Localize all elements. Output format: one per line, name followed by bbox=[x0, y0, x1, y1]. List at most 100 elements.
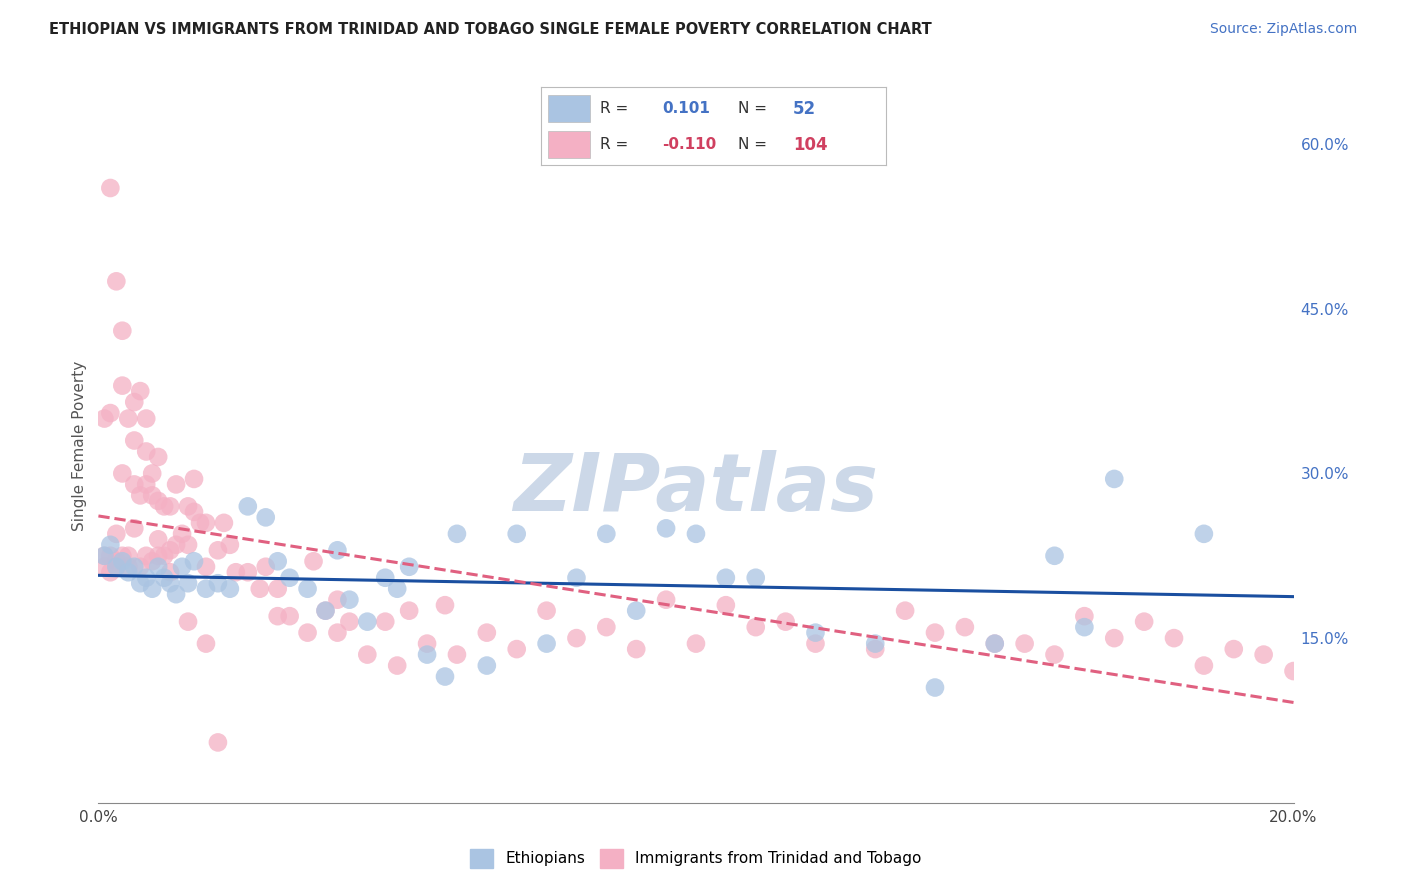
Point bbox=[434, 598, 457, 612]
Point bbox=[924, 625, 946, 640]
Point bbox=[1253, 648, 1275, 662]
Point bbox=[93, 411, 115, 425]
Point bbox=[183, 554, 205, 568]
Point bbox=[117, 411, 139, 425]
Point bbox=[278, 609, 301, 624]
Point bbox=[655, 521, 678, 535]
Point bbox=[98, 549, 122, 563]
Point bbox=[135, 411, 157, 425]
Point bbox=[326, 625, 349, 640]
Point bbox=[953, 620, 976, 634]
Point bbox=[153, 500, 176, 514]
Point bbox=[177, 615, 200, 629]
Text: -0.110: -0.110 bbox=[662, 137, 716, 153]
Point bbox=[804, 625, 827, 640]
Point bbox=[183, 472, 205, 486]
Point bbox=[595, 620, 617, 634]
Point bbox=[315, 604, 337, 618]
Point bbox=[1014, 637, 1036, 651]
Point bbox=[236, 566, 259, 580]
Point bbox=[236, 500, 259, 514]
Point bbox=[177, 576, 200, 591]
Point bbox=[475, 658, 498, 673]
Point bbox=[117, 559, 139, 574]
Legend: Ethiopians, Immigrants from Trinidad and Tobago: Ethiopians, Immigrants from Trinidad and… bbox=[464, 843, 928, 873]
Point bbox=[148, 450, 170, 464]
Point bbox=[655, 592, 678, 607]
Point bbox=[416, 637, 439, 651]
Point bbox=[172, 559, 194, 574]
Text: N =: N = bbox=[738, 101, 772, 116]
Point bbox=[374, 571, 396, 585]
Point bbox=[356, 615, 378, 629]
Point bbox=[416, 648, 439, 662]
Point bbox=[105, 526, 128, 541]
Point bbox=[565, 631, 588, 645]
Point bbox=[1073, 609, 1095, 624]
Point bbox=[984, 637, 1007, 651]
Point bbox=[111, 554, 134, 568]
Y-axis label: Single Female Poverty: Single Female Poverty bbox=[72, 361, 87, 531]
Point bbox=[93, 559, 115, 574]
Point bbox=[141, 582, 163, 596]
Point bbox=[225, 566, 247, 580]
Point bbox=[398, 604, 420, 618]
Point bbox=[398, 559, 420, 574]
Point bbox=[165, 538, 187, 552]
Point bbox=[865, 637, 887, 651]
Point bbox=[565, 571, 588, 585]
Point bbox=[685, 637, 707, 651]
Text: 0.101: 0.101 bbox=[662, 101, 710, 116]
Point bbox=[124, 434, 146, 448]
Point bbox=[135, 549, 157, 563]
Point bbox=[339, 615, 361, 629]
Point bbox=[506, 642, 529, 657]
Point bbox=[326, 592, 349, 607]
Point bbox=[105, 554, 128, 568]
Text: R =: R = bbox=[600, 101, 633, 116]
Point bbox=[195, 559, 218, 574]
Point bbox=[165, 477, 187, 491]
Point bbox=[446, 648, 468, 662]
Point bbox=[159, 566, 181, 580]
Point bbox=[278, 571, 301, 585]
Point bbox=[894, 604, 917, 618]
Point bbox=[302, 554, 325, 568]
Point bbox=[1104, 631, 1126, 645]
Point bbox=[148, 533, 170, 547]
Point bbox=[356, 648, 378, 662]
Point bbox=[183, 505, 205, 519]
Text: 52: 52 bbox=[793, 100, 815, 118]
Point bbox=[141, 488, 163, 502]
Point bbox=[159, 500, 181, 514]
Point bbox=[105, 274, 128, 288]
Point bbox=[267, 582, 290, 596]
Point bbox=[117, 566, 139, 580]
Point bbox=[111, 467, 134, 481]
Point bbox=[207, 735, 229, 749]
Point bbox=[124, 395, 146, 409]
Point bbox=[153, 549, 176, 563]
Point bbox=[924, 681, 946, 695]
Point bbox=[111, 324, 134, 338]
Point bbox=[207, 543, 229, 558]
Point bbox=[212, 516, 235, 530]
Point bbox=[374, 615, 396, 629]
Point bbox=[129, 559, 152, 574]
Point bbox=[775, 615, 797, 629]
Point bbox=[124, 477, 146, 491]
Point bbox=[207, 576, 229, 591]
Point bbox=[984, 637, 1007, 651]
Point bbox=[865, 642, 887, 657]
Point bbox=[1282, 664, 1305, 678]
Point bbox=[135, 444, 157, 458]
Point bbox=[385, 582, 409, 596]
Point bbox=[714, 598, 737, 612]
Point bbox=[1223, 642, 1246, 657]
Point bbox=[141, 467, 163, 481]
Point bbox=[339, 592, 361, 607]
Point bbox=[129, 384, 152, 398]
Point bbox=[685, 526, 707, 541]
Point bbox=[93, 549, 115, 563]
FancyBboxPatch shape bbox=[548, 95, 589, 122]
